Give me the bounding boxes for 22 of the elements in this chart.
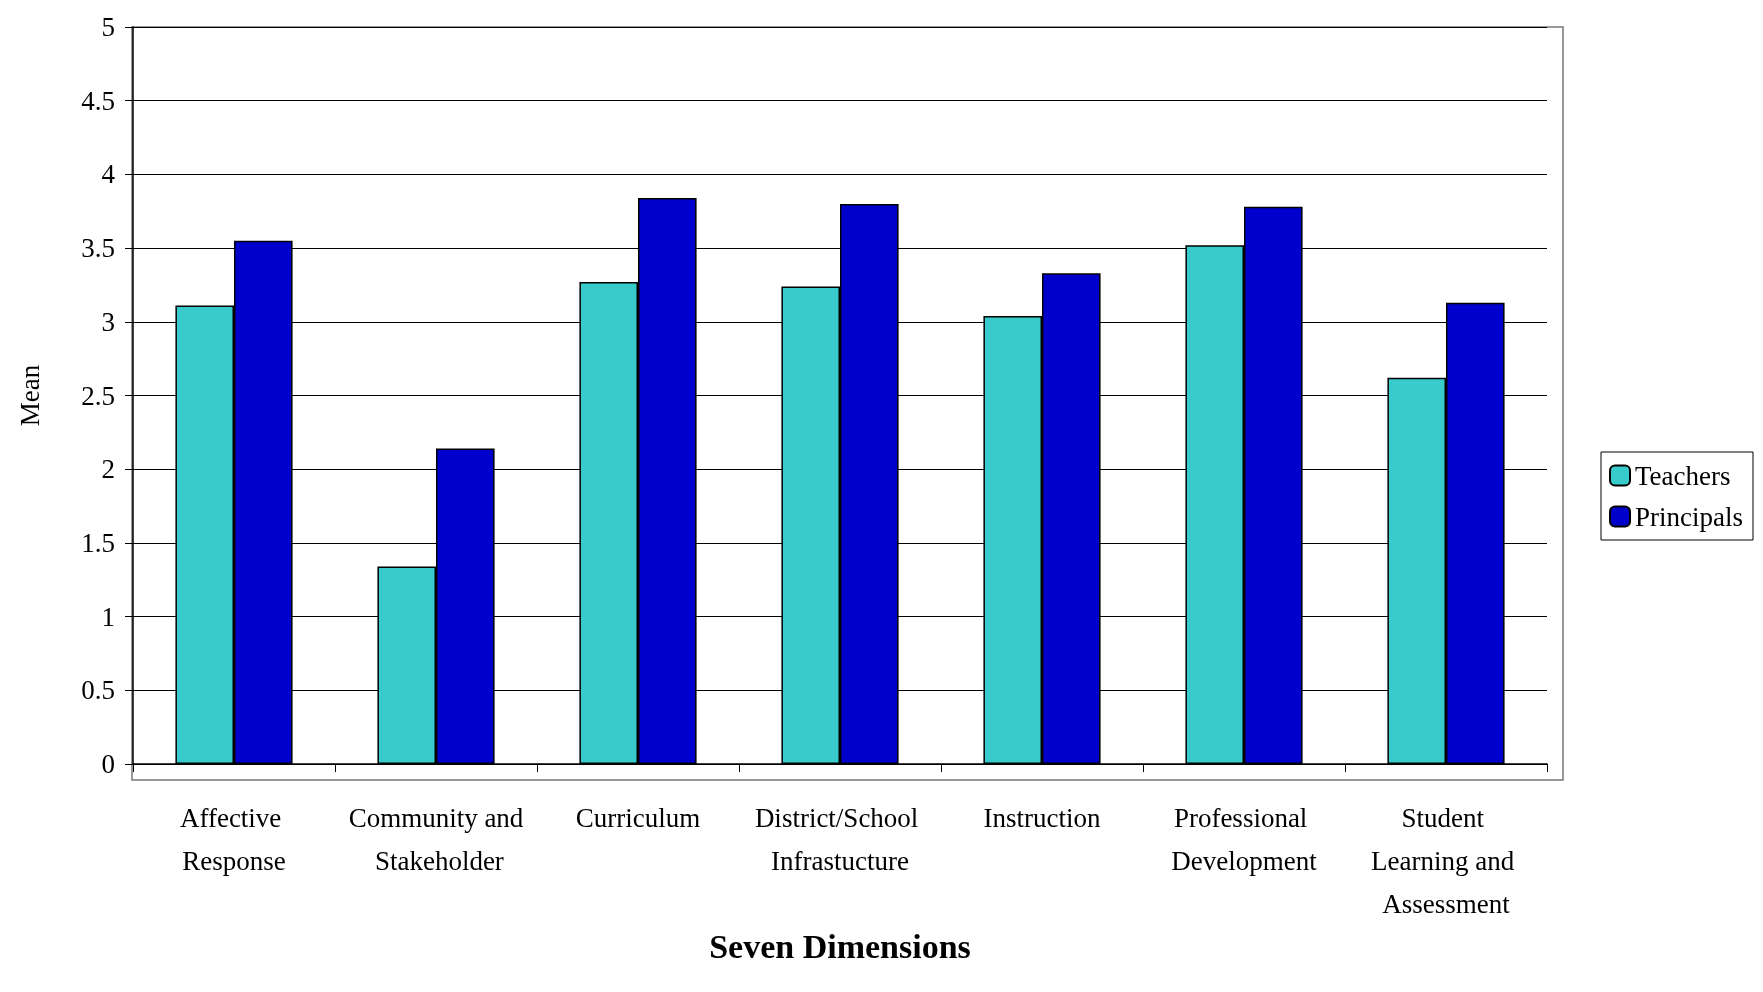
y-tick-label: 4.5 [81, 85, 115, 116]
y-tick-label: 1 [101, 601, 115, 632]
y-tick-label: 1.5 [81, 527, 115, 558]
x-tick-label: Affective Response [179, 802, 289, 876]
y-tick-label: 4 [101, 159, 116, 190]
y-tick-label: 2.5 [81, 380, 115, 411]
y-tick-label: 2 [101, 454, 115, 485]
x-tick-label: Curriculum [575, 802, 701, 833]
x-tick-label: Professional Development [1171, 802, 1318, 876]
x-tick-label: Student Learning and Assessment [1371, 802, 1521, 919]
y-tick-label: 5 [101, 12, 115, 42]
y-tick-label: 3 [101, 306, 115, 337]
legend-label: Teachers [1635, 460, 1731, 491]
y-tick-label: 0 [101, 749, 115, 779]
x-axis-title: Seven Dimensions [709, 928, 971, 966]
y-tick-label: 0.5 [81, 675, 115, 706]
y-axis-title: Mean [14, 364, 45, 427]
x-tick-label: District/School Infrastucture [754, 802, 926, 876]
y-tick-label: 3.5 [81, 233, 115, 264]
x-tick-label: Instruction [983, 802, 1101, 833]
legend-label: Principals [1635, 501, 1744, 532]
x-tick-label: Community and Stakeholder [348, 802, 524, 876]
